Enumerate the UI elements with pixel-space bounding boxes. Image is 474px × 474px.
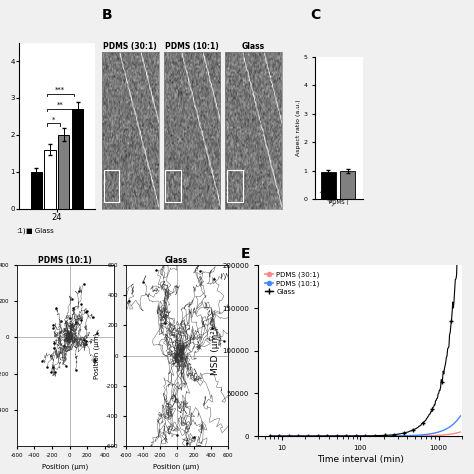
Title: PDMS (30:1): PDMS (30:1) [103,42,157,51]
PDMS (10:1) [380,433,385,439]
Legend: PDMS (30:1), PDMS (10:1), Glass: PDMS (30:1), PDMS (10:1), Glass [262,269,322,298]
Title: Glass: Glass [242,42,265,51]
Glass [267,433,273,439]
PDMS (30:1) [267,433,273,439]
PDMS (30:1) [457,429,463,435]
PDMS (10:1) [267,433,273,439]
Text: B: B [102,8,112,22]
Text: :1): :1) [17,228,26,234]
X-axis label: PDMS (: PDMS ( [329,201,349,205]
Text: E: E [241,247,250,261]
Y-axis label: Position (μm): Position (μm) [93,332,100,379]
PDMS (10:1) [440,428,446,434]
Bar [165,171,181,202]
Bar [104,171,119,202]
PDMS (10:1) [428,431,433,437]
Glass [267,433,273,439]
X-axis label: Time interval (min): Time interval (min) [317,455,404,464]
Bar [340,171,355,199]
X-axis label: Position (μm): Position (μm) [154,464,200,470]
Glass [381,433,386,438]
Glass [380,433,385,438]
Text: *: * [52,117,55,123]
Bar [58,135,69,209]
Text: **: ** [57,102,64,108]
PDMS (10:1) [383,433,389,439]
Bar [320,172,336,199]
Glass [440,376,446,382]
Text: ***: *** [55,87,65,93]
Title: Glass: Glass [165,255,188,264]
Text: PDMS (: PDMS ( [318,190,335,207]
Title: PDMS (10:1): PDMS (10:1) [165,42,219,51]
PDMS (30:1) [267,433,273,439]
PDMS (10:1) [457,413,463,419]
Line: Glass: Glass [270,206,460,436]
Bar [227,171,243,202]
Bar [72,109,83,209]
PDMS (30:1) [428,433,433,438]
Bar [45,150,55,209]
Glass [383,432,389,438]
Title: PDMS (10:1): PDMS (10:1) [38,255,92,264]
Glass [428,410,433,416]
PDMS (10:1) [267,433,273,439]
Glass [457,203,463,209]
PDMS (10:1) [381,433,386,439]
PDMS (30:1) [440,432,446,438]
PDMS (30:1) [381,433,386,439]
Bar [31,172,42,209]
Text: C: C [310,8,321,22]
PDMS (30:1) [380,433,385,439]
Line: PDMS (10:1): PDMS (10:1) [270,416,460,436]
Y-axis label: MSD (μm²): MSD (μm²) [210,327,219,375]
PDMS (30:1) [383,433,389,439]
Text: ■ Glass: ■ Glass [26,228,54,234]
Y-axis label: Aspect ratio (a.u.): Aspect ratio (a.u.) [296,100,301,156]
Line: PDMS (30:1): PDMS (30:1) [270,432,460,436]
X-axis label: Position (μm): Position (μm) [42,464,88,470]
